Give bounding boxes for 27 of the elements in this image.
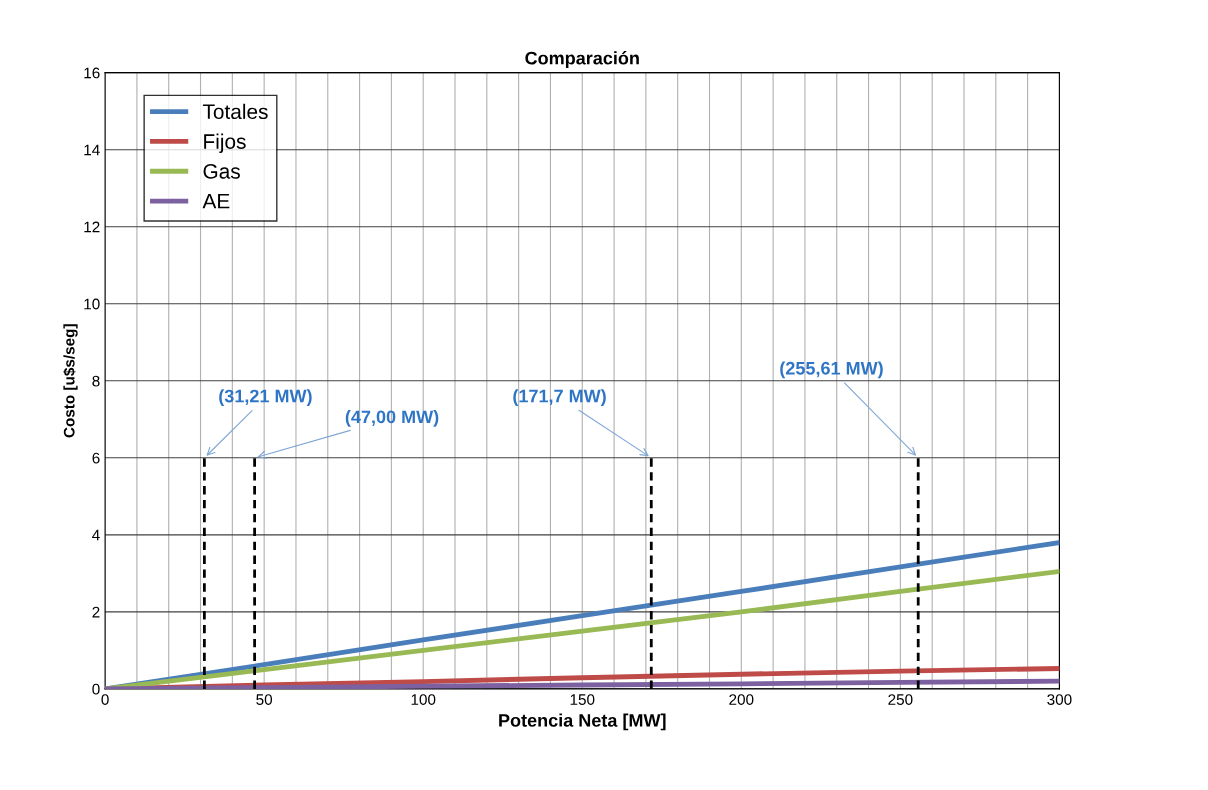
y-tick-label: 14 [84, 144, 100, 156]
y-tick-label: 4 [92, 529, 100, 541]
annotation: (255,61 MW) [780, 361, 883, 379]
annotation: (171,7 MW) [513, 389, 606, 406]
x-tick-label: 50 [256, 694, 273, 705]
y-tick-label: 2 [92, 606, 100, 618]
y-tick-label: 6 [92, 452, 100, 464]
x-axis-title: Potencia Neta [MW] [499, 713, 666, 731]
legend-label: Gas [203, 163, 240, 179]
x-tick-label: 300 [1047, 694, 1072, 705]
x-tick-label: 250 [888, 694, 913, 705]
y-tick-label: 0 [92, 683, 100, 695]
y-tick-label: 10 [84, 298, 100, 310]
x-tick-label: 100 [411, 694, 436, 705]
annotation: (31,21 MW) [219, 389, 312, 406]
chart-title: Comparación [525, 51, 639, 69]
annotation: (47,00 MW) [345, 410, 439, 427]
x-tick-label: 150 [570, 694, 595, 705]
y-tick-label: 8 [92, 375, 100, 387]
legend-label: Fijos [204, 133, 246, 154]
legend-label: Totales [202, 103, 268, 120]
x-tick-label: 0 [101, 694, 109, 705]
legend-label: AE [202, 194, 230, 209]
y-axis-title: Costo [u$s/seg] [63, 324, 78, 438]
y-tick-label: 12 [84, 221, 100, 233]
y-tick-label: 16 [84, 67, 100, 79]
x-tick-label: 200 [729, 694, 754, 705]
